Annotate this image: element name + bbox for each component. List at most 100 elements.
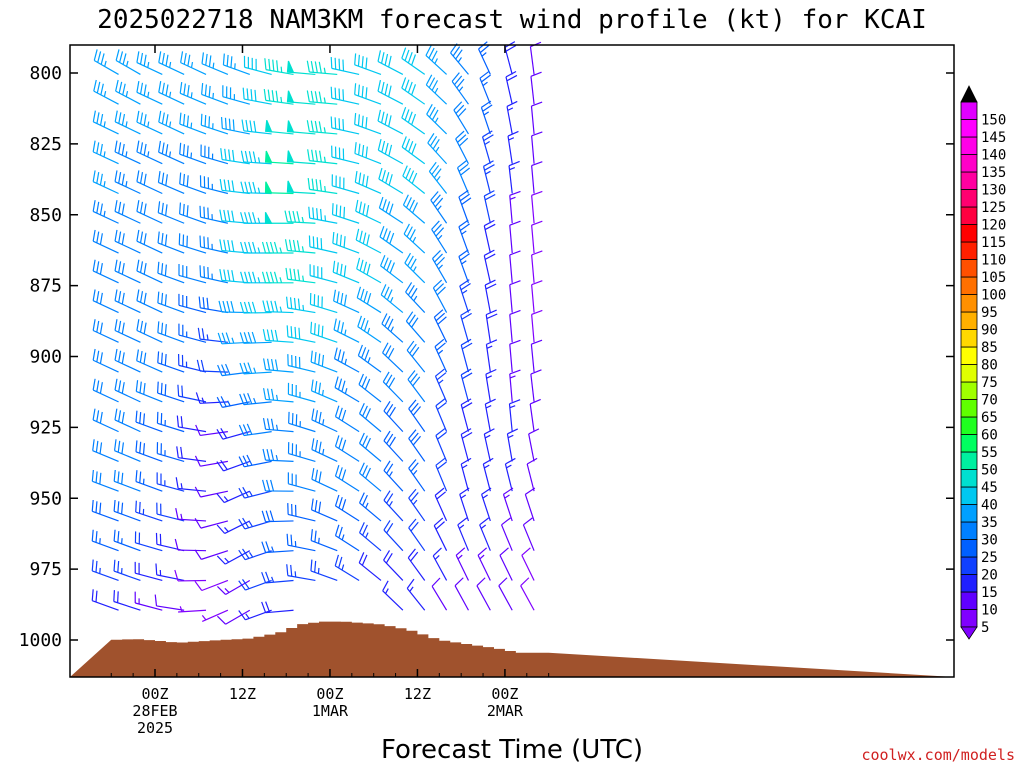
barb-full-flag <box>383 401 391 412</box>
wind-barb <box>222 53 250 75</box>
barb-shaft <box>407 557 426 581</box>
barb-full-flag <box>285 296 289 309</box>
wind-barb <box>115 79 141 105</box>
barb-full-flag <box>113 469 116 482</box>
barb-full-flag <box>261 601 267 613</box>
barb-half-flag <box>485 405 492 409</box>
barb-shaft <box>179 244 207 254</box>
barb-full-flag <box>286 564 289 576</box>
barb-full-flag <box>240 212 245 224</box>
barb-full-flag <box>311 467 315 480</box>
barb-full-flag <box>100 83 104 95</box>
barb-full-flag <box>314 439 319 452</box>
wind-barb <box>509 280 521 313</box>
wind-barb <box>157 171 185 195</box>
barb-full-flag <box>122 83 126 95</box>
barb-shaft <box>221 158 250 165</box>
barb-half-flag <box>323 67 326 74</box>
barb-full-flag <box>195 392 201 404</box>
barb-shaft <box>483 433 491 462</box>
barb-shaft <box>309 71 338 76</box>
colorbar-label: 80 <box>981 358 998 374</box>
barb-full-flag <box>306 120 310 132</box>
barb-full-flag <box>118 291 122 303</box>
barb-shaft <box>458 256 470 283</box>
y-tick-label: 850 <box>29 205 62 226</box>
barb-shaft <box>158 181 185 195</box>
wind-barb <box>179 112 207 135</box>
barb-full-flag <box>461 312 472 320</box>
barb-full-flag <box>99 442 103 454</box>
barb-full-flag <box>93 49 98 61</box>
barb-full-flag <box>479 70 490 79</box>
barb-full-flag <box>333 289 337 302</box>
barb-full-flag <box>179 142 182 155</box>
barb-half-flag <box>125 181 128 187</box>
barb-full-flag <box>118 320 122 333</box>
barb-shaft <box>157 422 185 433</box>
wind-barb <box>528 428 540 462</box>
wind-barb <box>264 58 294 76</box>
barb-full-flag <box>197 327 201 340</box>
barb-shaft <box>222 431 250 440</box>
barb-full-flag <box>219 239 223 251</box>
barb-full-flag <box>484 428 495 435</box>
barb-full-flag <box>248 271 253 283</box>
wind-barb <box>264 150 294 165</box>
barb-full-flag <box>186 205 189 217</box>
barb-full-flag <box>248 241 253 254</box>
barb-shaft <box>199 370 228 373</box>
barb-full-flag <box>357 84 360 97</box>
wind-barb <box>529 41 542 75</box>
wind-barb <box>200 144 229 165</box>
barb-shaft <box>309 160 338 165</box>
colorbar-label: 140 <box>981 148 1006 164</box>
barb-half-flag <box>504 494 510 499</box>
barb-full-flag <box>431 80 439 91</box>
wind-barb <box>157 291 185 314</box>
barb-full-flag <box>354 170 358 183</box>
barb-full-flag <box>484 190 495 197</box>
colorbar-label: 40 <box>981 498 998 514</box>
barb-full-flag <box>316 237 319 249</box>
barb-full-flag <box>458 137 469 147</box>
barb-full-flag <box>186 145 189 157</box>
barb-half-flag <box>437 205 442 211</box>
barb-shaft <box>427 142 448 165</box>
wind-barb <box>136 110 163 135</box>
barb-shaft <box>225 609 251 625</box>
barb-full-flag <box>183 83 186 95</box>
barb-full-flag <box>269 241 275 254</box>
wind-barb <box>333 318 360 343</box>
wind-barb <box>176 446 207 462</box>
wind-barb <box>526 457 538 492</box>
barb-full-flag <box>459 253 470 261</box>
wind-barb <box>333 347 360 373</box>
barb-full-flag <box>220 396 227 407</box>
barb-full-flag <box>239 301 245 314</box>
barb-pennant <box>264 150 273 164</box>
wind-barb <box>92 140 119 165</box>
barb-full-flag <box>143 173 147 186</box>
barb-full-flag <box>315 179 319 191</box>
barb-half-flag <box>480 524 487 529</box>
barb-full-flag <box>341 499 347 511</box>
barb-full-flag <box>457 517 468 526</box>
barb-shaft <box>92 329 119 343</box>
barb-full-flag <box>222 53 225 65</box>
barb-full-flag <box>244 241 249 254</box>
wind-barb <box>354 83 382 105</box>
barb-full-flag <box>486 313 498 320</box>
barb-half-flag <box>147 151 150 158</box>
wind-barb <box>262 388 294 403</box>
barb-full-flag <box>384 83 389 96</box>
barb-shaft <box>458 196 470 224</box>
barb-half-flag <box>509 166 516 171</box>
barb-full-flag <box>206 297 209 310</box>
barb-shaft <box>179 153 207 165</box>
barb-shaft <box>178 274 207 284</box>
barb-full-flag <box>244 150 249 163</box>
barb-shaft <box>460 434 470 462</box>
barb-full-flag <box>194 580 203 591</box>
barb-full-flag <box>165 174 168 186</box>
